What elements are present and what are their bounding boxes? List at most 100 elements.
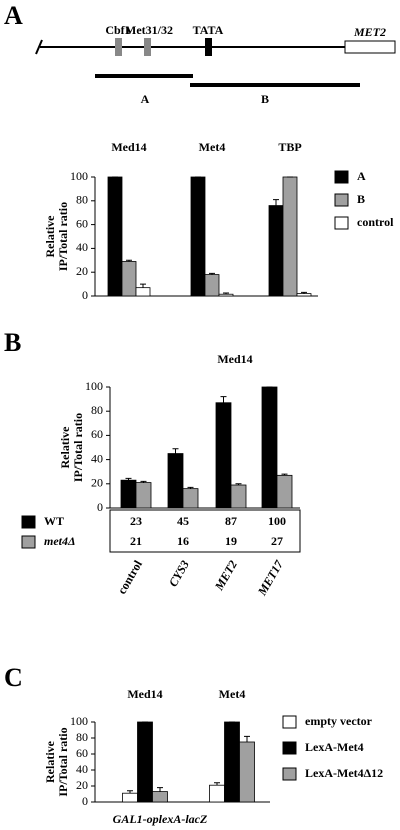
error-bar	[157, 787, 163, 792]
bar	[209, 784, 225, 803]
bar	[121, 261, 137, 297]
fragment-label: B	[261, 92, 269, 106]
bar	[190, 176, 206, 297]
legend-swatch	[334, 216, 349, 230]
error-bar	[140, 480, 147, 483]
legend-swatch	[282, 715, 297, 729]
bar	[135, 287, 151, 297]
y-tick-label: 80	[76, 730, 88, 744]
y-tick-label: 60	[91, 427, 103, 441]
error-bar	[125, 477, 132, 481]
bar	[261, 386, 278, 509]
bar	[276, 474, 293, 509]
error-bar	[301, 291, 307, 294]
group-title: Med14	[127, 687, 162, 701]
legend-label: control	[357, 215, 394, 229]
bar	[107, 176, 123, 297]
y-tick-label: 20	[76, 778, 88, 792]
y-tick-label: 60	[76, 216, 88, 230]
group-title: TBP	[278, 140, 301, 154]
bar	[182, 488, 199, 509]
bar	[204, 274, 220, 297]
group-title: Met4	[199, 140, 226, 154]
y-tick-label: 40	[76, 762, 88, 776]
legend-swatch	[282, 767, 297, 781]
y-tick-label: 40	[91, 451, 103, 465]
legend-label: B	[357, 192, 365, 206]
gene-label: MET2	[353, 25, 386, 39]
error-bar	[187, 486, 194, 489]
site-label: Met31/32	[125, 23, 173, 37]
bar	[239, 741, 255, 803]
y-tick-label: 0	[82, 288, 88, 302]
bar	[152, 791, 168, 803]
site-label: TATA	[193, 23, 224, 37]
legend-label: LexA-Met4Δ12	[305, 766, 383, 780]
y-tick-label: 20	[76, 264, 88, 278]
table-value: 23	[130, 514, 142, 528]
error-bar	[127, 790, 133, 794]
bar	[268, 205, 284, 297]
bar	[215, 402, 232, 509]
panel-label: A	[4, 1, 23, 30]
legend-label: empty vector	[305, 714, 373, 728]
table-value: 21	[130, 534, 142, 548]
x-tick-label: CYS3	[166, 558, 192, 589]
bar	[218, 293, 234, 297]
error-bar	[273, 199, 279, 206]
error-bar	[126, 259, 132, 262]
x-tick-label: MET2	[211, 558, 240, 594]
y-tick-label: 100	[70, 714, 88, 728]
y-axis-label: Relative	[58, 426, 72, 469]
bar	[296, 293, 312, 297]
site-box	[144, 38, 151, 56]
table-value: 45	[177, 514, 189, 528]
legend-label: A	[357, 169, 366, 183]
y-tick-label: 100	[85, 379, 103, 393]
legend-label: met4Δ	[44, 534, 76, 548]
error-bar	[172, 448, 179, 454]
y-tick-label: 20	[91, 476, 103, 490]
error-bar	[244, 735, 250, 742]
error-bar	[209, 272, 215, 275]
legend-swatch	[334, 193, 349, 207]
y-tick-label: 60	[76, 746, 88, 760]
legend-label: WT	[44, 514, 64, 528]
break-mark	[35, 39, 43, 55]
bar	[282, 176, 298, 297]
x-tick-label: control	[115, 557, 146, 596]
bar	[135, 482, 152, 509]
error-bar	[140, 283, 146, 288]
y-tick-label: 80	[76, 193, 88, 207]
chart-title: Med14	[217, 352, 252, 366]
bar	[230, 484, 247, 509]
bar	[224, 721, 240, 803]
table-value: 19	[225, 534, 237, 548]
y-tick-label: 0	[97, 500, 103, 514]
promoter-diagram: MET2 Cbf1 Met31/32 TATA A B	[35, 23, 396, 106]
x-axis-label: GAL1-oplexA-lacZ	[113, 812, 208, 826]
site-label: Cbf1	[105, 23, 130, 37]
error-bar	[281, 473, 288, 476]
panel-label: B	[4, 328, 21, 357]
error-bar	[220, 396, 227, 403]
error-bar	[223, 292, 229, 295]
panel-label: C	[4, 663, 23, 692]
bar	[167, 453, 184, 509]
y-axis-label: IP/Total ratio	[71, 413, 85, 482]
y-tick-label: 40	[76, 240, 88, 254]
site-box	[115, 38, 122, 56]
table-value: 27	[271, 534, 283, 548]
legend-swatch	[282, 741, 297, 755]
y-tick-label: 100	[70, 169, 88, 183]
site-box	[205, 38, 212, 56]
error-bar	[235, 483, 242, 486]
y-tick-label: 80	[91, 403, 103, 417]
y-axis-label: Relative	[43, 740, 57, 783]
y-axis-label: Relative	[43, 215, 57, 258]
table-value: 100	[268, 514, 286, 528]
legend-swatch	[21, 515, 36, 529]
group-title: Met4	[219, 687, 246, 701]
gene-box	[344, 40, 396, 54]
